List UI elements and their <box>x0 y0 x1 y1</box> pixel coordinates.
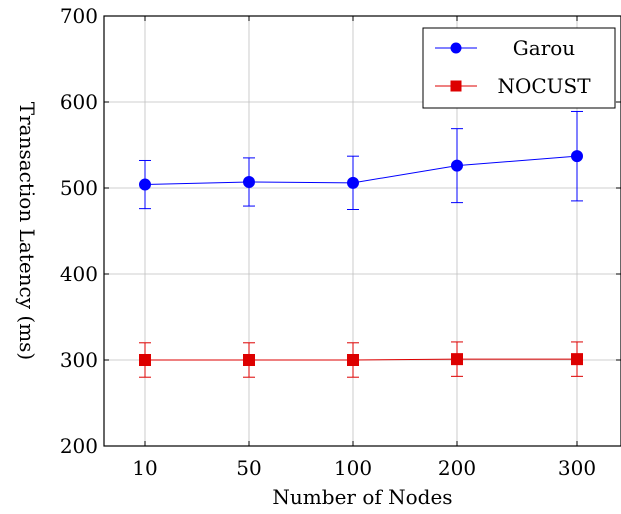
legend-box <box>422 27 616 109</box>
x-tick-label: 200 <box>438 456 476 480</box>
y-tick-label: 500 <box>60 176 98 200</box>
data-point-garou <box>571 150 583 163</box>
data-point-nocust <box>451 353 463 366</box>
plot-data <box>139 110 583 378</box>
series-nocust <box>139 341 583 378</box>
y-tick-label: 600 <box>60 90 98 114</box>
series-garou <box>139 110 583 210</box>
x-tick-label: 100 <box>334 456 372 480</box>
y-tick-label: 300 <box>60 348 98 372</box>
x-tick-label: 300 <box>558 456 596 480</box>
x-axis-label: Number of Nodes <box>272 485 452 509</box>
legend-label-garou: Garou <box>513 36 576 60</box>
data-point-nocust <box>243 354 255 366</box>
data-point-garou <box>451 159 463 172</box>
x-tick-label: 50 <box>236 456 261 480</box>
legend-item-nocust: NOCUST <box>435 74 591 98</box>
x-tick-label: 10 <box>132 456 157 480</box>
axis-ticks: 200 300 400 500 600 700 10 50 100 200 300 <box>60 4 621 480</box>
data-point-garou <box>139 178 151 191</box>
legend: Garou NOCUST <box>422 27 616 109</box>
legend-marker-garou <box>450 42 462 54</box>
legend-item-garou: Garou <box>435 36 575 60</box>
series-line-garou <box>144 155 578 186</box>
y-tick-label: 700 <box>60 4 98 28</box>
data-point-nocust <box>347 354 359 366</box>
legend-label-nocust: NOCUST <box>497 74 591 98</box>
plot-frame <box>103 15 621 447</box>
data-point-garou <box>347 176 359 189</box>
data-point-garou <box>243 175 255 188</box>
y-tick-label: 400 <box>60 262 98 286</box>
legend-marker-nocust <box>450 80 462 92</box>
y-tick-label: 200 <box>60 434 98 458</box>
y-axis-label: Transaction Latency (ms) <box>15 102 39 360</box>
data-point-nocust <box>139 354 151 366</box>
data-point-nocust <box>571 353 583 366</box>
